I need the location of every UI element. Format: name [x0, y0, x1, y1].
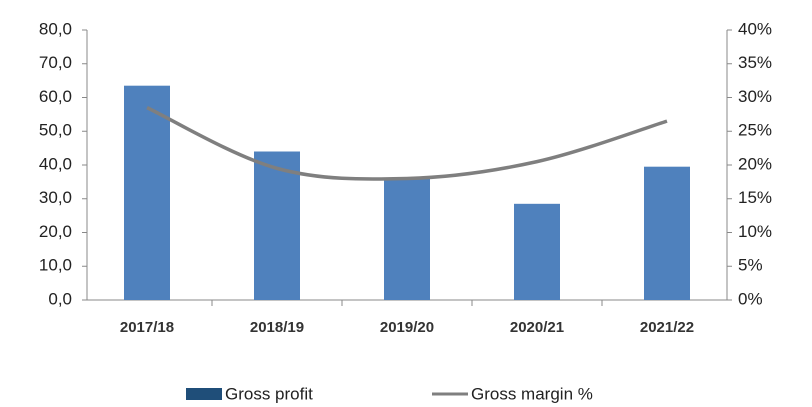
bar — [514, 203, 560, 300]
legend-label: Gross profit — [225, 384, 313, 403]
y2-tick-label: 40% — [738, 19, 772, 38]
x-tick-label: 2021/22 — [640, 319, 694, 336]
x-tick-label: 2018/19 — [250, 319, 304, 336]
y2-tick-label: 5% — [738, 256, 763, 275]
y2-tick-label: 15% — [738, 188, 772, 207]
legend-label: Gross margin % — [471, 384, 593, 403]
x-tick-label: 2020/21 — [510, 319, 564, 336]
bar — [124, 85, 170, 300]
y-tick-label: 50,0 — [39, 121, 72, 140]
margin-line — [146, 106, 668, 181]
y2-tick-label: 35% — [738, 53, 772, 72]
y-tick-label: 30,0 — [39, 188, 72, 207]
x-tick-label: 2019/20 — [380, 319, 434, 336]
y-tick-label: 80,0 — [39, 19, 72, 38]
y2-tick-label: 20% — [738, 154, 772, 173]
bar — [384, 178, 430, 300]
y-tick-label: 20,0 — [39, 222, 72, 241]
y-tick-label: 40,0 — [39, 154, 72, 173]
legend-swatch — [186, 388, 222, 400]
y2-tick-label: 0% — [738, 289, 763, 308]
bar — [254, 151, 300, 300]
y-tick-label: 60,0 — [39, 87, 72, 106]
bar — [644, 166, 690, 300]
y-tick-label: 10,0 — [39, 256, 72, 275]
y-tick-label: 0,0 — [48, 289, 72, 308]
y2-tick-label: 30% — [738, 87, 772, 106]
x-tick-label: 2017/18 — [120, 319, 174, 336]
y2-tick-label: 25% — [738, 121, 772, 140]
y2-tick-label: 10% — [738, 222, 772, 241]
y-tick-label: 70,0 — [39, 53, 72, 72]
